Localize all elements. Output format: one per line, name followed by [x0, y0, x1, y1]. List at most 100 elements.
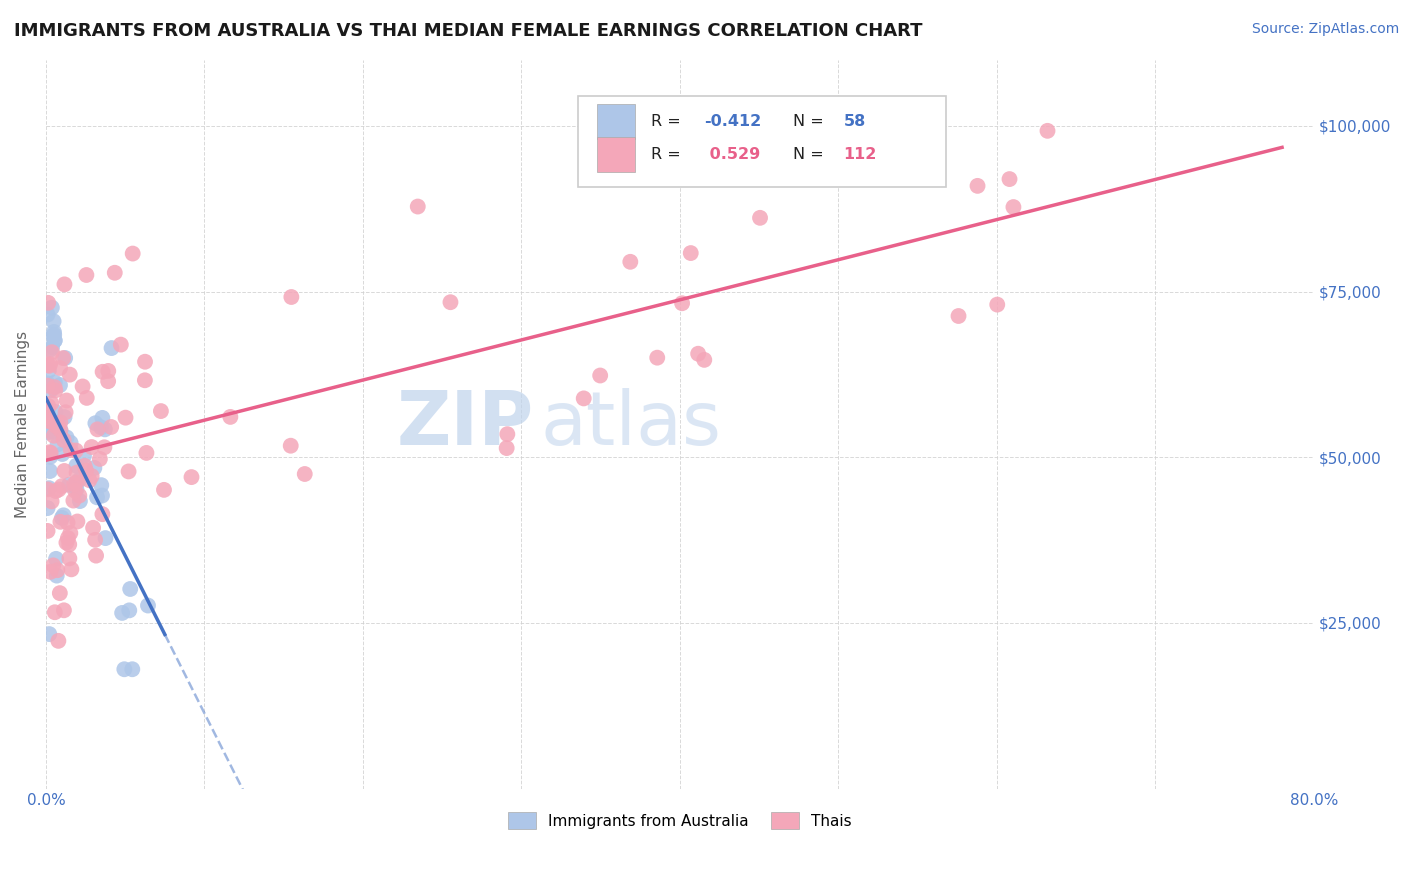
Point	[69, 494, 91, 508]
Point	[76, 391, 98, 405]
Point	[46, 437, 69, 451]
Point	[619, 254, 641, 268]
Point	[49, 416, 72, 430]
Point	[93, 440, 115, 454]
Point	[48, 633, 70, 648]
Point	[37, 403, 59, 417]
Text: 0.529: 0.529	[704, 147, 761, 161]
Point	[72, 379, 94, 393]
Point	[998, 172, 1021, 186]
Point	[749, 211, 772, 225]
Point	[671, 296, 693, 310]
Point	[55, 535, 77, 549]
Point	[49, 423, 72, 437]
Point	[135, 446, 157, 460]
Point	[51, 479, 73, 493]
Point	[39, 464, 62, 478]
Point	[42, 325, 65, 339]
Text: R =: R =	[651, 147, 686, 161]
Point	[45, 552, 67, 566]
Text: R =: R =	[651, 114, 686, 129]
Point	[45, 422, 67, 436]
Point	[49, 361, 72, 376]
Point	[86, 491, 108, 505]
Point	[110, 337, 132, 351]
Point	[90, 478, 112, 492]
Point	[89, 451, 111, 466]
Point	[44, 334, 66, 348]
Point	[44, 376, 66, 390]
Point	[97, 364, 120, 378]
Point	[45, 418, 67, 433]
Point	[48, 483, 70, 497]
Point	[966, 178, 988, 193]
Point	[679, 246, 702, 260]
Point	[100, 341, 122, 355]
Point	[589, 368, 612, 383]
Point	[59, 368, 82, 382]
Point	[37, 524, 59, 538]
Point	[91, 507, 114, 521]
Point	[39, 565, 62, 579]
Point	[53, 277, 76, 292]
FancyBboxPatch shape	[598, 104, 636, 139]
Point	[37, 358, 59, 372]
Point	[60, 562, 83, 576]
Point	[59, 526, 82, 541]
Point	[82, 521, 104, 535]
Point	[572, 392, 595, 406]
Point	[42, 429, 65, 443]
Point	[39, 450, 62, 464]
Point	[1036, 124, 1059, 138]
Point	[65, 466, 87, 480]
Point	[75, 464, 97, 478]
Point	[121, 662, 143, 676]
Point	[280, 439, 302, 453]
Point	[53, 351, 76, 365]
Text: -0.412: -0.412	[704, 114, 761, 129]
Point	[42, 314, 65, 328]
Point	[41, 340, 63, 354]
Point	[49, 515, 72, 529]
Point	[41, 494, 63, 508]
Point	[38, 445, 60, 459]
Point	[39, 343, 62, 357]
Point	[65, 443, 87, 458]
Point	[53, 410, 76, 425]
Point	[46, 417, 69, 432]
Point	[688, 347, 710, 361]
Point	[44, 380, 66, 394]
Point	[52, 508, 75, 523]
Point	[58, 477, 80, 491]
Point	[120, 582, 142, 596]
Point	[1002, 200, 1025, 214]
Point	[37, 409, 59, 423]
Point	[117, 465, 139, 479]
Point	[91, 410, 114, 425]
Point	[41, 301, 63, 315]
Point	[94, 531, 117, 545]
Text: IMMIGRANTS FROM AUSTRALIA VS THAI MEDIAN FEMALE EARNINGS CORRELATION CHART: IMMIGRANTS FROM AUSTRALIA VS THAI MEDIAN…	[14, 22, 922, 40]
Point	[59, 435, 82, 450]
Point	[153, 483, 176, 497]
Point	[406, 200, 429, 214]
Point	[180, 470, 202, 484]
Point	[39, 357, 62, 371]
Point	[39, 415, 62, 429]
Point	[84, 533, 107, 547]
Point	[38, 627, 60, 641]
Point	[53, 464, 76, 478]
Point	[693, 352, 716, 367]
Point	[51, 447, 73, 461]
Point	[66, 515, 89, 529]
Point	[37, 378, 59, 392]
Point	[55, 393, 77, 408]
Point	[90, 420, 112, 434]
Point	[37, 413, 59, 427]
Text: atlas: atlas	[540, 387, 721, 460]
Point	[121, 246, 143, 260]
Point	[118, 603, 141, 617]
Point	[65, 483, 87, 497]
Point	[37, 425, 59, 440]
Point	[59, 443, 82, 458]
